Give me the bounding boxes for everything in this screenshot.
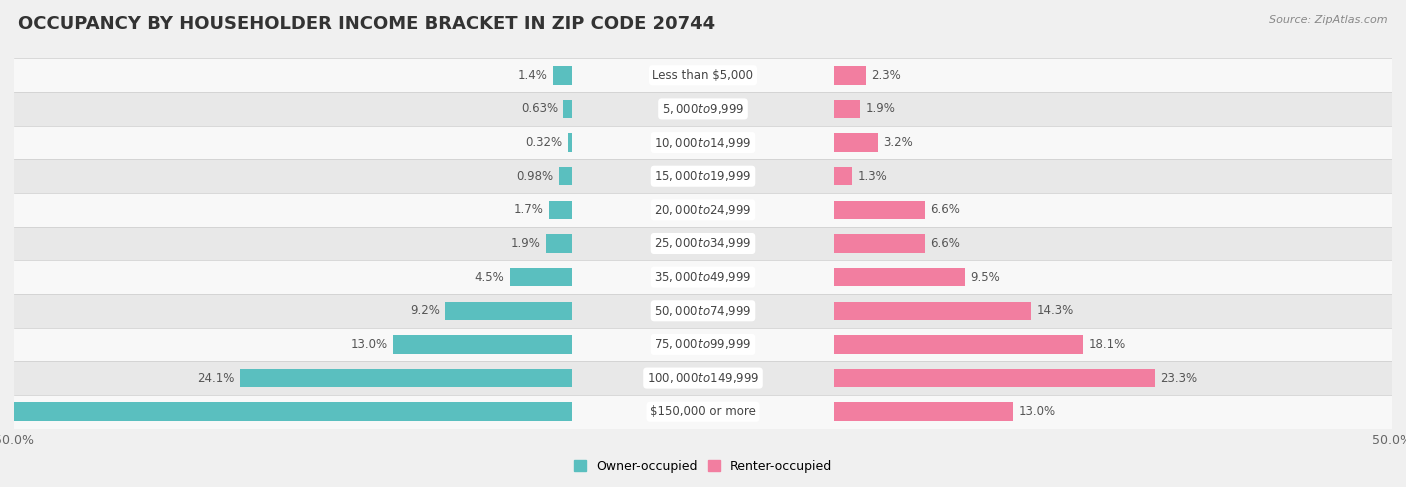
Text: 2.3%: 2.3% — [872, 69, 901, 82]
Bar — [834, 402, 1012, 421]
Text: $15,000 to $19,999: $15,000 to $19,999 — [654, 169, 752, 183]
Bar — [14, 294, 1392, 328]
Text: 4.5%: 4.5% — [475, 271, 505, 283]
Text: 9.5%: 9.5% — [970, 271, 1000, 283]
Text: 1.9%: 1.9% — [510, 237, 540, 250]
Bar — [14, 261, 1392, 294]
Bar — [510, 268, 572, 286]
Text: $25,000 to $34,999: $25,000 to $34,999 — [654, 237, 752, 250]
Bar — [392, 335, 572, 354]
Text: Source: ZipAtlas.com: Source: ZipAtlas.com — [1270, 15, 1388, 25]
Text: 0.98%: 0.98% — [516, 169, 553, 183]
Legend: Owner-occupied, Renter-occupied: Owner-occupied, Renter-occupied — [568, 455, 838, 478]
Bar — [0, 402, 572, 421]
Text: 13.0%: 13.0% — [350, 338, 388, 351]
Bar — [14, 159, 1392, 193]
Text: 1.3%: 1.3% — [858, 169, 887, 183]
Text: 1.4%: 1.4% — [517, 69, 547, 82]
Text: 1.9%: 1.9% — [866, 102, 896, 115]
Bar — [834, 167, 852, 186]
Text: 14.3%: 14.3% — [1036, 304, 1074, 318]
Text: $35,000 to $49,999: $35,000 to $49,999 — [654, 270, 752, 284]
Bar — [558, 167, 572, 186]
Text: 6.6%: 6.6% — [931, 237, 960, 250]
Text: 18.1%: 18.1% — [1088, 338, 1126, 351]
Text: OCCUPANCY BY HOUSEHOLDER INCOME BRACKET IN ZIP CODE 20744: OCCUPANCY BY HOUSEHOLDER INCOME BRACKET … — [18, 15, 716, 33]
Text: 3.2%: 3.2% — [883, 136, 914, 149]
Bar — [568, 133, 572, 152]
Text: 0.32%: 0.32% — [524, 136, 562, 149]
Text: $75,000 to $99,999: $75,000 to $99,999 — [654, 337, 752, 352]
Text: Less than $5,000: Less than $5,000 — [652, 69, 754, 82]
Bar — [14, 226, 1392, 261]
Bar — [14, 126, 1392, 159]
Text: 13.0%: 13.0% — [1018, 405, 1056, 418]
Bar — [553, 66, 572, 85]
Bar — [834, 100, 860, 118]
Bar — [834, 268, 965, 286]
Bar — [834, 234, 925, 253]
Text: 9.2%: 9.2% — [411, 304, 440, 318]
Bar — [834, 66, 866, 85]
Bar — [834, 369, 1154, 387]
Text: $10,000 to $14,999: $10,000 to $14,999 — [654, 135, 752, 150]
Bar — [14, 328, 1392, 361]
Text: 6.6%: 6.6% — [931, 204, 960, 216]
Bar — [14, 395, 1392, 429]
Bar — [14, 92, 1392, 126]
Bar — [834, 335, 1083, 354]
Text: $50,000 to $74,999: $50,000 to $74,999 — [654, 304, 752, 318]
Bar — [240, 369, 572, 387]
Bar — [14, 193, 1392, 226]
Bar — [834, 301, 1031, 320]
Text: $100,000 to $149,999: $100,000 to $149,999 — [647, 371, 759, 385]
Bar — [834, 133, 877, 152]
Bar — [446, 301, 572, 320]
Text: 0.63%: 0.63% — [520, 102, 558, 115]
Text: 23.3%: 23.3% — [1160, 372, 1198, 385]
Bar — [546, 234, 572, 253]
Bar — [564, 100, 572, 118]
Text: 1.7%: 1.7% — [513, 204, 543, 216]
Bar — [14, 58, 1392, 92]
Bar — [14, 361, 1392, 395]
Bar — [548, 201, 572, 219]
Bar — [834, 201, 925, 219]
Text: $5,000 to $9,999: $5,000 to $9,999 — [662, 102, 744, 116]
Text: 24.1%: 24.1% — [197, 372, 235, 385]
Text: $20,000 to $24,999: $20,000 to $24,999 — [654, 203, 752, 217]
Text: $150,000 or more: $150,000 or more — [650, 405, 756, 418]
